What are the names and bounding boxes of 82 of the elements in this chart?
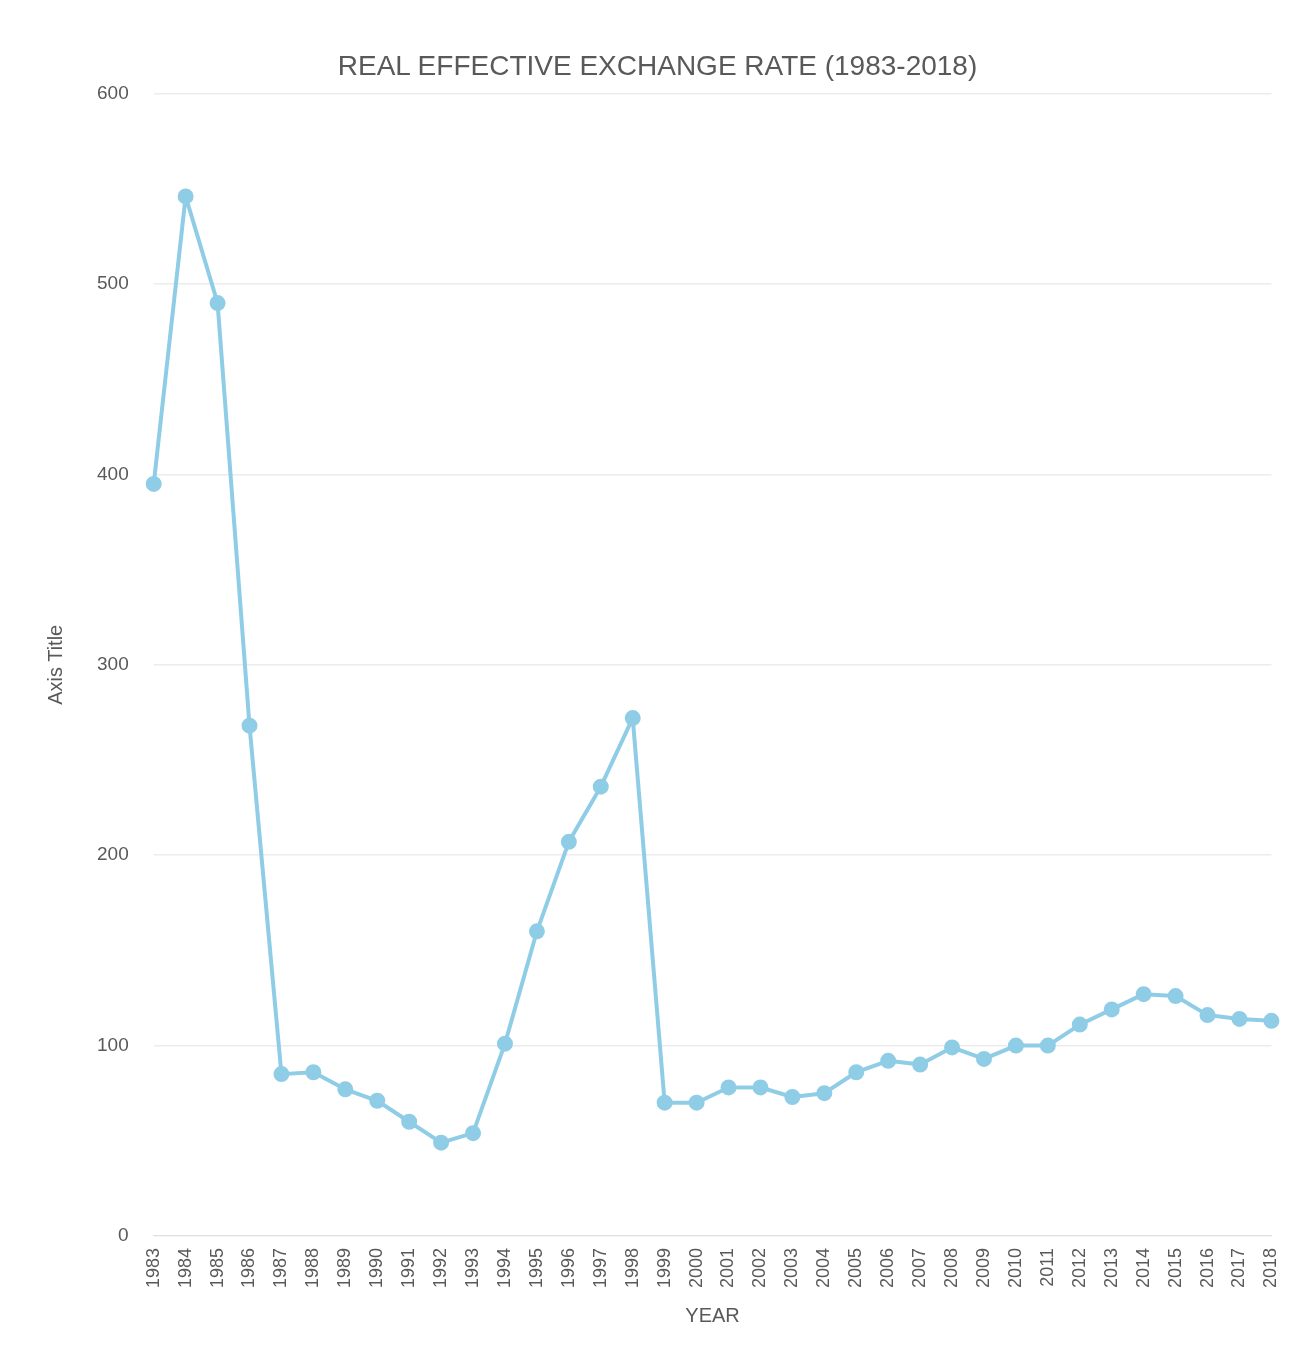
x-tick-label: 1988 — [302, 1247, 323, 1288]
chart-title: REAL EFFECTIVE EXCHANGE RATE (1983-2018) — [337, 49, 978, 81]
x-tick-label: 2007 — [909, 1247, 930, 1288]
point — [784, 1088, 801, 1105]
y-tick-label: 0 — [118, 1224, 129, 1246]
x-tick-label: 1986 — [238, 1247, 259, 1288]
x-tick-label: 2001 — [717, 1247, 738, 1288]
y-tick-label: 500 — [97, 272, 129, 294]
point — [528, 923, 545, 940]
x-tick-label: 2004 — [813, 1247, 834, 1288]
x-tick-label: 1994 — [493, 1247, 514, 1288]
x-tick-label: 1990 — [366, 1247, 387, 1288]
x-tick-label: 2009 — [972, 1247, 993, 1288]
x-tick-label: 2000 — [685, 1247, 706, 1288]
point — [912, 1056, 929, 1073]
y-tick-label: 300 — [97, 653, 129, 675]
point — [656, 1094, 673, 1111]
point — [145, 475, 162, 492]
x-tick-label: 2013 — [1100, 1247, 1121, 1288]
x-tick-label: 1984 — [174, 1247, 195, 1288]
x-tick-label: 1989 — [334, 1247, 355, 1288]
point — [975, 1050, 992, 1067]
x-tick-label: 2005 — [845, 1247, 866, 1288]
x-tick-label: 1997 — [589, 1247, 610, 1288]
y-tick-label: 600 — [97, 81, 129, 103]
point — [816, 1085, 833, 1102]
point — [1039, 1037, 1056, 1054]
y-tick-label: 100 — [97, 1033, 129, 1055]
x-tick-label: 1993 — [462, 1247, 483, 1288]
x-tick-label: 2014 — [1132, 1247, 1153, 1288]
point — [880, 1052, 897, 1069]
x-tick-label: 2011 — [1036, 1247, 1057, 1287]
x-tick-label: 1998 — [621, 1247, 642, 1288]
y-axis-title: Axis Title — [43, 624, 66, 705]
point — [241, 717, 258, 734]
point — [592, 778, 609, 795]
point — [1231, 1010, 1248, 1027]
point — [720, 1079, 737, 1096]
point — [209, 295, 226, 312]
point — [848, 1064, 865, 1081]
y-tick-label: 400 — [97, 462, 129, 484]
x-tick-label: 1995 — [525, 1247, 546, 1288]
x-tick-label: 1983 — [142, 1247, 163, 1288]
point — [496, 1035, 513, 1052]
x-tick-label: 1992 — [430, 1247, 451, 1288]
point — [369, 1092, 386, 1109]
x-tick-label: 2010 — [1004, 1247, 1025, 1288]
point — [560, 833, 577, 850]
point — [688, 1094, 705, 1111]
x-tick-label: 2002 — [749, 1247, 770, 1288]
point — [624, 710, 641, 727]
point — [273, 1066, 290, 1083]
point — [1071, 1016, 1088, 1033]
point — [1199, 1007, 1216, 1024]
x-tick-label: 2006 — [877, 1247, 898, 1288]
x-tick-label: 2016 — [1196, 1247, 1217, 1288]
point — [1167, 988, 1184, 1005]
point — [944, 1039, 961, 1056]
point — [401, 1113, 418, 1130]
y-tick-label: 200 — [97, 843, 129, 865]
x-tick-label: 2003 — [781, 1247, 802, 1288]
point — [433, 1134, 450, 1151]
point — [1007, 1037, 1024, 1054]
x-tick-label: 1999 — [653, 1247, 674, 1288]
point — [177, 188, 194, 205]
x-tick-label: 1985 — [206, 1247, 227, 1288]
x-axis-title: YEAR — [685, 1303, 740, 1326]
x-tick-label: 1987 — [270, 1247, 291, 1288]
x-tick-label: 2012 — [1068, 1247, 1089, 1288]
point — [1103, 1001, 1120, 1018]
point — [305, 1064, 322, 1081]
x-tick-label: 2018 — [1260, 1247, 1281, 1288]
x-tick-label: 1996 — [557, 1247, 578, 1288]
x-tick-label: 2008 — [941, 1247, 962, 1288]
x-tick-label: 2017 — [1228, 1247, 1249, 1288]
x-tick-label: 2015 — [1164, 1247, 1185, 1288]
point — [1135, 986, 1152, 1003]
point — [337, 1081, 354, 1098]
point — [1263, 1012, 1280, 1029]
point — [465, 1125, 482, 1142]
x-tick-label: 1991 — [398, 1247, 419, 1288]
point — [752, 1079, 769, 1096]
